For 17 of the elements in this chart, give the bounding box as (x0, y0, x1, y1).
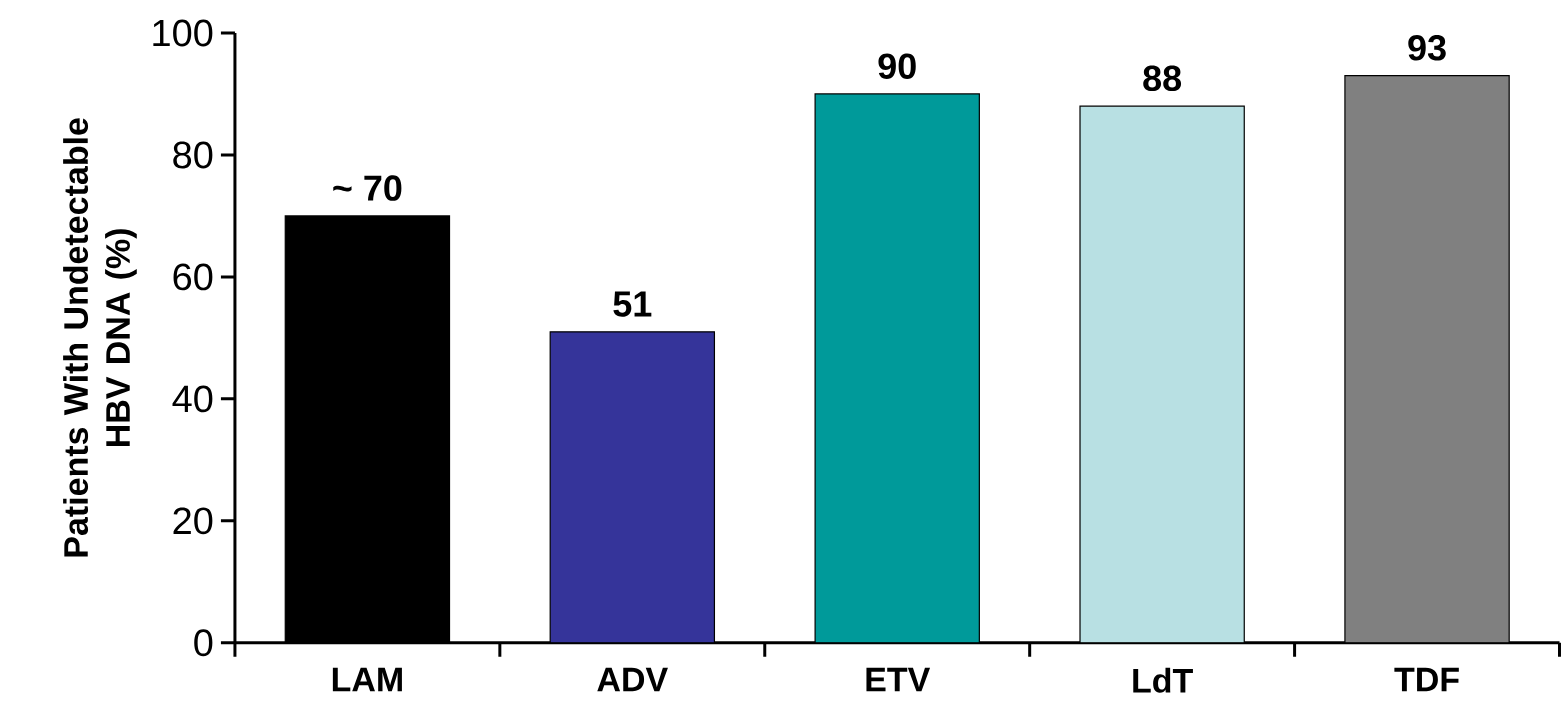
data-label: 93 (1408, 35, 1446, 61)
y-tick-label: 100 (153, 19, 213, 47)
x-tick-label: LAM (332, 667, 402, 692)
y-tick-label: 40 (172, 385, 213, 413)
data-label: 90 (878, 53, 916, 80)
y-tick-label: 0 (194, 629, 213, 657)
x-tick-label: TDF (1394, 667, 1459, 692)
data-label: 88 (1143, 65, 1182, 92)
x-tick-label: ADV (597, 667, 668, 692)
y-tick-label: 80 (173, 141, 213, 169)
data-label: ~ 70 (333, 175, 402, 201)
x-tick-label: LdT (1133, 667, 1193, 693)
y-axis-title: Patients With Undetectable HBV DNA (%) (63, 118, 137, 557)
y-tick-label: 20 (173, 507, 213, 535)
x-tick-label: ETV (866, 667, 931, 692)
y-tick-label: 60 (173, 263, 213, 291)
data-label: 51 (613, 291, 652, 317)
